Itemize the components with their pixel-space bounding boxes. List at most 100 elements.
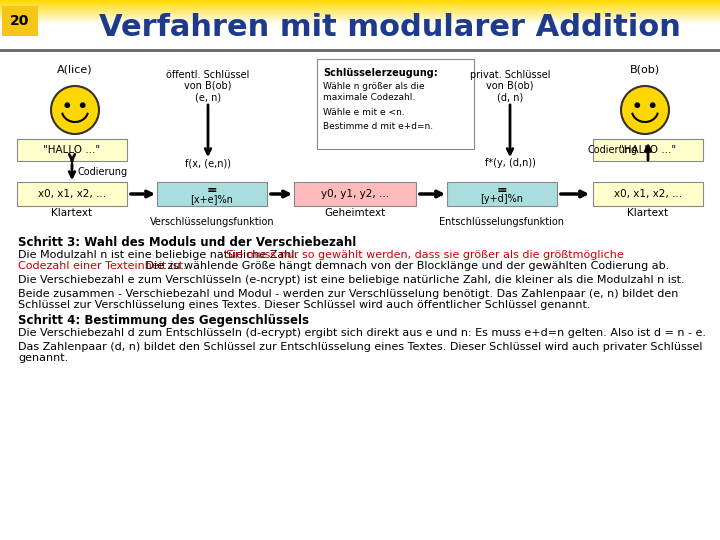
Text: öffentl. Schlüssel: öffentl. Schlüssel: [166, 70, 250, 80]
Text: Klartext: Klartext: [51, 208, 93, 218]
Text: genannt.: genannt.: [18, 353, 68, 363]
FancyBboxPatch shape: [317, 59, 474, 149]
FancyBboxPatch shape: [17, 139, 127, 161]
Bar: [0, 45, 720, 46]
Text: y0, y1, y2, ...: y0, y1, y2, ...: [321, 189, 389, 199]
Text: Bestimme d mit e+d=n.: Bestimme d mit e+d=n.: [323, 122, 433, 131]
Bar: [0, 26, 720, 27]
Bar: [0, 47, 720, 48]
Bar: [0, 19, 720, 20]
Bar: [0, 0, 720, 1]
Bar: [0, 30, 720, 31]
Text: x0, x1, x2, ...: x0, x1, x2, ...: [38, 189, 106, 199]
Text: Die zu wählende Größe hängt demnach von der Blocklänge und der gewählten Codieru: Die zu wählende Größe hängt demnach von …: [142, 261, 670, 271]
Text: "HALLO ...": "HALLO ...": [619, 145, 677, 155]
FancyBboxPatch shape: [157, 182, 267, 206]
Text: Codezahl einer Texteinheit ist.: Codezahl einer Texteinheit ist.: [18, 261, 186, 271]
Bar: [0, 21, 720, 22]
Text: Das Zahlenpaar (d, n) bildet den Schlüssel zur Entschlüsselung eines Textes. Die: Das Zahlenpaar (d, n) bildet den Schlüss…: [18, 342, 703, 352]
Text: Schlüssel zur Verschlüsselung eines Textes. Dieser Schlüssel wird auch öffentlic: Schlüssel zur Verschlüsselung eines Text…: [18, 300, 590, 310]
Text: Die Verschiebezahl d zum Entschlüsseln (d-ecrypt) ergibt sich direkt aus e und n: Die Verschiebezahl d zum Entschlüsseln (…: [18, 328, 706, 338]
Text: Beide zusammen - Verschiebezahl und Modul - werden zur Verschlüsselung benötigt.: Beide zusammen - Verschiebezahl und Modu…: [18, 289, 678, 299]
Text: Schritt 4: Bestimmung des Gegenschlüssels: Schritt 4: Bestimmung des Gegenschlüssel…: [18, 314, 309, 327]
FancyBboxPatch shape: [2, 6, 38, 36]
Bar: [0, 4, 720, 5]
Bar: [0, 16, 720, 17]
FancyBboxPatch shape: [294, 182, 416, 206]
Text: [y+d]%n: [y+d]%n: [480, 194, 523, 204]
Text: Schritt 3: Wahl des Moduls und der Verschiebezahl: Schritt 3: Wahl des Moduls und der Versc…: [18, 236, 356, 249]
Text: x0, x1, x2, ...: x0, x1, x2, ...: [614, 189, 682, 199]
Bar: [0, 8, 720, 9]
Text: von B(ob): von B(ob): [184, 81, 232, 91]
Bar: [0, 14, 720, 15]
Bar: [0, 23, 720, 24]
Circle shape: [621, 86, 669, 134]
Bar: [0, 42, 720, 43]
Bar: [0, 1, 720, 2]
Bar: [0, 25, 720, 26]
Text: Klartext: Klartext: [627, 208, 669, 218]
Bar: [0, 36, 720, 37]
Circle shape: [635, 103, 639, 107]
Text: Wähle n größer als die: Wähle n größer als die: [323, 82, 425, 91]
Bar: [0, 10, 720, 11]
Bar: [0, 34, 720, 35]
Bar: [0, 46, 720, 47]
Bar: [0, 41, 720, 42]
Text: Codierung: Codierung: [77, 167, 127, 177]
Circle shape: [65, 103, 69, 107]
Text: privat. Schlüssel: privat. Schlüssel: [469, 70, 550, 80]
Text: A(lice): A(lice): [57, 65, 93, 75]
Bar: [0, 24, 720, 25]
Text: Sie muss nur so gewählt werden, dass sie größer als die größtmögliche: Sie muss nur so gewählt werden, dass sie…: [226, 250, 624, 260]
Text: B(ob): B(ob): [630, 65, 660, 75]
Text: (d, n): (d, n): [497, 92, 523, 102]
Bar: [0, 6, 720, 7]
Text: "HALLO ...": "HALLO ...": [43, 145, 101, 155]
Text: (e, n): (e, n): [195, 92, 221, 102]
Bar: [0, 33, 720, 34]
Bar: [0, 18, 720, 19]
Bar: [0, 11, 720, 12]
Bar: [0, 27, 720, 28]
Bar: [0, 22, 720, 23]
Bar: [0, 2, 720, 3]
Bar: [0, 13, 720, 14]
Text: Verschlüsselungsfunktion: Verschlüsselungsfunktion: [150, 217, 274, 227]
Circle shape: [81, 103, 85, 107]
Text: Verfahren mit modularer Addition: Verfahren mit modularer Addition: [99, 12, 681, 42]
Text: Geheimtext: Geheimtext: [325, 208, 386, 218]
Bar: [0, 40, 720, 41]
Text: Die Verschiebezahl e zum Verschlüsseln (e-ncrypt) ist eine beliebige natürliche : Die Verschiebezahl e zum Verschlüsseln (…: [18, 275, 685, 285]
Text: von B(ob): von B(ob): [486, 81, 534, 91]
Bar: [0, 32, 720, 33]
Text: Entschlüsselungsfunktion: Entschlüsselungsfunktion: [439, 217, 564, 227]
FancyBboxPatch shape: [447, 182, 557, 206]
Text: Die Modulzahl n ist eine beliebige natürliche Zahl.: Die Modulzahl n ist eine beliebige natür…: [18, 250, 302, 260]
Bar: [0, 35, 720, 36]
Text: Wähle e mit e <n.: Wähle e mit e <n.: [323, 108, 405, 117]
Bar: [0, 3, 720, 4]
Bar: [0, 31, 720, 32]
Text: f*(y, (d,n)): f*(y, (d,n)): [485, 158, 536, 168]
Text: Codierung: Codierung: [588, 145, 638, 155]
Bar: [0, 20, 720, 21]
Bar: [0, 15, 720, 16]
Bar: [0, 17, 720, 18]
Text: =: =: [497, 184, 508, 197]
Bar: [0, 7, 720, 8]
FancyBboxPatch shape: [17, 182, 127, 206]
Bar: [0, 12, 720, 13]
Bar: [0, 44, 720, 45]
Bar: [0, 9, 720, 10]
Circle shape: [51, 86, 99, 134]
FancyBboxPatch shape: [593, 182, 703, 206]
Text: Schlüsselerzeugung:: Schlüsselerzeugung:: [323, 68, 438, 78]
Bar: [0, 5, 720, 6]
Bar: [0, 28, 720, 29]
Bar: [0, 29, 720, 30]
Bar: [0, 38, 720, 39]
Text: =: =: [207, 184, 217, 197]
FancyBboxPatch shape: [593, 139, 703, 161]
